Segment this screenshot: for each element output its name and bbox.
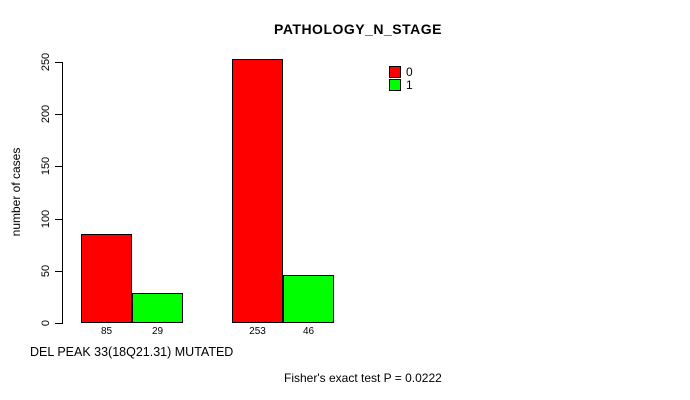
- legend-swatch-icon: [389, 65, 401, 78]
- bar-group1-series1: [132, 293, 183, 323]
- y-tick: [55, 219, 62, 220]
- y-tick-label: 200: [40, 104, 52, 124]
- y-tick: [55, 114, 62, 115]
- legend-label: 1: [406, 78, 413, 93]
- legend-item-0: 0: [389, 65, 413, 79]
- legend-label: 0: [406, 64, 413, 79]
- chart-title: PATHOLOGY_N_STAGE: [274, 21, 442, 37]
- legend-item-1: 1: [389, 79, 413, 93]
- y-tick: [55, 166, 62, 167]
- bar-value-label: 29: [151, 326, 164, 337]
- legend-swatch-icon: [389, 79, 401, 92]
- stat-test-result: Fisher's exact test P = 0.0222: [284, 371, 442, 385]
- bar-group2-series1: [283, 275, 334, 323]
- y-tick: [55, 323, 62, 324]
- y-tick-label: 250: [40, 52, 52, 72]
- x-axis-label: DEL PEAK 33(18Q21.31) MUTATED: [30, 345, 234, 359]
- y-tick-label: 100: [40, 209, 52, 229]
- bar-value-label: 253: [249, 326, 266, 337]
- bar-group2-series0: [232, 59, 283, 323]
- y-axis-line: [62, 62, 63, 324]
- y-tick-label: 50: [40, 264, 52, 278]
- y-axis-label: number of cases: [9, 147, 23, 237]
- y-tick: [55, 271, 62, 272]
- bar-value-label: 85: [100, 326, 113, 337]
- y-tick: [55, 62, 62, 63]
- bar-value-label: 46: [302, 326, 315, 337]
- y-tick-label: 150: [40, 156, 52, 176]
- y-tick-label: 0: [40, 319, 52, 327]
- bar-group1-series0: [81, 234, 132, 323]
